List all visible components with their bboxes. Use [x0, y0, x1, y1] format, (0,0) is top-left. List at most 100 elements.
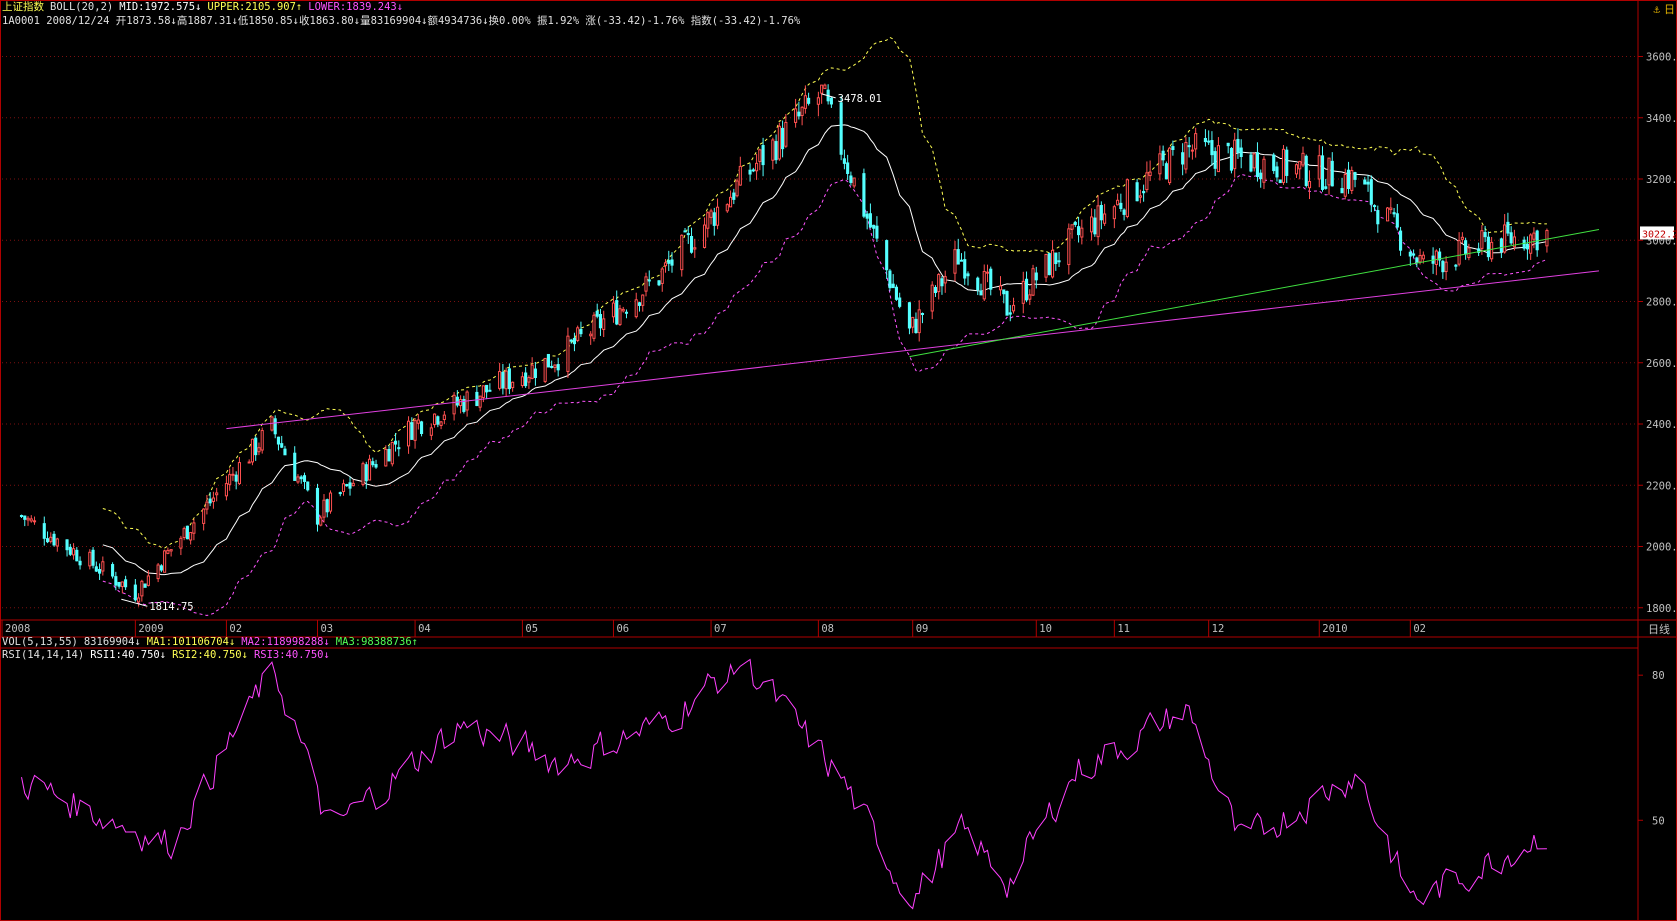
candle-down[interactable] — [462, 399, 466, 412]
candle-up[interactable] — [1460, 236, 1464, 240]
candle-down[interactable] — [940, 278, 944, 287]
candle-up[interactable] — [384, 448, 388, 467]
candle-up[interactable] — [660, 268, 664, 284]
trendline-green[interactable] — [909, 229, 1600, 358]
candle-down[interactable] — [885, 240, 889, 271]
candle-up[interactable] — [413, 420, 417, 441]
candle-up[interactable] — [202, 508, 206, 524]
candle-down[interactable] — [1438, 251, 1442, 261]
candle-down[interactable] — [761, 145, 765, 166]
candle-up[interactable] — [641, 294, 645, 306]
candle-down[interactable] — [420, 421, 424, 435]
candle-up[interactable] — [179, 537, 183, 549]
candle-down[interactable] — [1057, 260, 1061, 263]
candle-down[interactable] — [1304, 155, 1308, 186]
candle-down[interactable] — [1229, 147, 1233, 171]
candle-down[interactable] — [1376, 210, 1380, 225]
candle-up[interactable] — [1317, 155, 1321, 180]
candle-up[interactable] — [169, 549, 173, 552]
candle-up[interactable] — [693, 247, 697, 250]
candle-down[interactable] — [829, 97, 833, 105]
candle-up[interactable] — [1512, 236, 1516, 248]
candle-down[interactable] — [1285, 149, 1289, 176]
candle-up[interactable] — [1011, 304, 1016, 312]
candle-up[interactable] — [166, 549, 170, 554]
candle-down[interactable] — [1499, 238, 1503, 253]
candle-down[interactable] — [748, 169, 752, 175]
candle-up[interactable] — [1145, 172, 1149, 190]
candle-down[interactable] — [143, 583, 147, 588]
candle-down[interactable] — [1005, 291, 1009, 316]
candle-down[interactable] — [1477, 248, 1481, 253]
candle-up[interactable] — [71, 548, 76, 556]
candle-up[interactable] — [1307, 180, 1312, 189]
candle-up[interactable] — [439, 421, 443, 426]
candle-down[interactable] — [1213, 151, 1217, 169]
candle-up[interactable] — [592, 314, 596, 339]
candle-down[interactable] — [1187, 145, 1191, 148]
candle-down[interactable] — [111, 564, 115, 577]
candle-up[interactable] — [478, 395, 482, 408]
candle-down[interactable] — [75, 549, 79, 562]
candle-down[interactable] — [1073, 221, 1077, 225]
candle-down[interactable] — [1522, 239, 1526, 249]
candle-down[interactable] — [959, 259, 964, 262]
candle-up[interactable] — [1503, 224, 1507, 253]
candle-down[interactable] — [920, 313, 925, 316]
candle-up[interactable] — [1031, 268, 1035, 296]
candle-down[interactable] — [1395, 213, 1399, 228]
candle-up[interactable] — [602, 318, 606, 330]
candle-down[interactable] — [133, 584, 137, 601]
candle-up[interactable] — [1194, 133, 1198, 150]
candle-up[interactable] — [1421, 254, 1425, 260]
candle-up[interactable] — [755, 162, 759, 172]
candle-up[interactable] — [738, 165, 742, 186]
candle-up[interactable] — [250, 438, 254, 463]
candle-up[interactable] — [140, 580, 144, 597]
candle-down[interactable] — [670, 259, 674, 266]
candle-up[interactable] — [481, 385, 485, 399]
candle-up[interactable] — [1389, 207, 1393, 211]
candle-down[interactable] — [1207, 140, 1211, 143]
candle-down[interactable] — [124, 579, 128, 588]
candle-up[interactable] — [758, 149, 762, 162]
candle-up[interactable] — [1168, 147, 1172, 184]
candle-down[interactable] — [325, 499, 329, 513]
candle-down[interactable] — [208, 498, 212, 504]
candle-down[interactable] — [667, 260, 671, 264]
candle-down[interactable] — [933, 286, 938, 294]
candle-up[interactable] — [407, 420, 411, 447]
candle-down[interactable] — [797, 111, 801, 117]
candle-down[interactable] — [1320, 155, 1325, 190]
candle-down[interactable] — [1330, 160, 1334, 187]
candle-up[interactable] — [351, 482, 355, 487]
candle-up[interactable] — [88, 551, 92, 567]
candle-up[interactable] — [1138, 195, 1142, 198]
candle-down[interactable] — [234, 474, 238, 482]
candle-up[interactable] — [527, 377, 531, 383]
candle-up[interactable] — [1112, 206, 1116, 220]
candle-up[interactable] — [953, 249, 957, 274]
candle-down[interactable] — [1366, 181, 1370, 185]
candle-up[interactable] — [156, 564, 160, 580]
candle-up[interactable] — [1490, 241, 1494, 260]
candle-up[interactable] — [1044, 254, 1048, 278]
candle-down[interactable] — [546, 353, 550, 368]
candle-up[interactable] — [511, 381, 515, 389]
candle-up[interactable] — [663, 262, 668, 267]
candle-down[interactable] — [94, 566, 98, 572]
candle-up[interactable] — [800, 106, 804, 117]
candle-down[interactable] — [1353, 172, 1357, 180]
candle-down[interactable] — [598, 314, 603, 329]
candle-down[interactable] — [1164, 163, 1168, 180]
candle-down[interactable] — [963, 259, 967, 279]
candle-up[interactable] — [820, 84, 824, 94]
candle-down[interactable] — [657, 280, 661, 286]
candle-up[interactable] — [260, 430, 264, 451]
candle-down[interactable] — [686, 233, 690, 236]
candle-up[interactable] — [319, 517, 323, 526]
candle-up[interactable] — [1096, 205, 1100, 238]
candle-down[interactable] — [1161, 150, 1165, 161]
candle-up[interactable] — [1067, 228, 1071, 266]
candle-up[interactable] — [205, 501, 209, 510]
